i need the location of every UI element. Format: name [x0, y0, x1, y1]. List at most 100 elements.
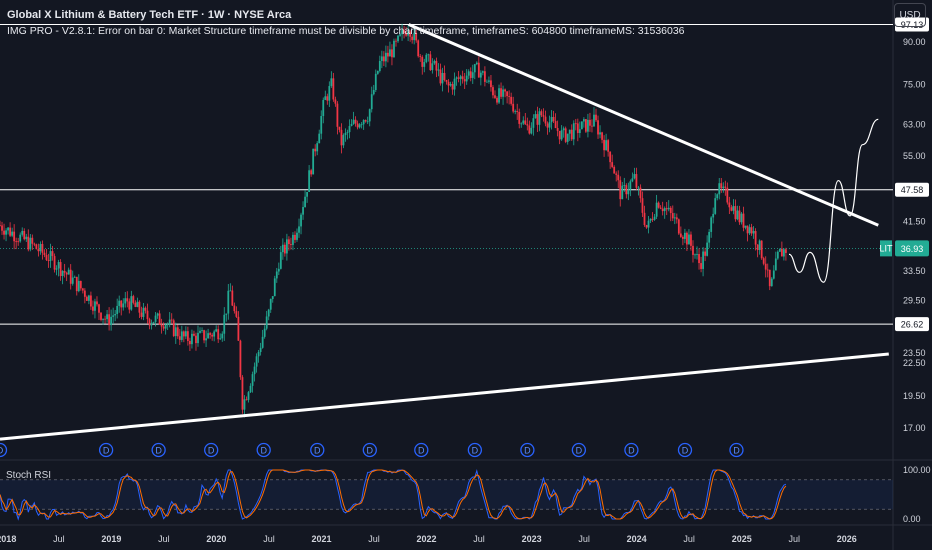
dividend-marker-label: D	[103, 446, 110, 456]
candle-body	[738, 210, 741, 223]
candle-body	[504, 89, 506, 92]
candle-body	[128, 301, 131, 310]
candle-body	[352, 119, 355, 124]
time-tick-label: Jul	[683, 534, 695, 544]
candle-body	[112, 315, 115, 317]
price-tick-label: 63.00	[903, 120, 926, 130]
candle-body	[229, 290, 232, 292]
time-tick-label: 2025	[732, 534, 752, 544]
candle-body	[601, 132, 603, 140]
candle-body	[506, 91, 509, 97]
candle-body	[384, 52, 387, 62]
candle-body	[530, 127, 533, 134]
candle-body	[83, 290, 86, 297]
candle-body	[605, 140, 608, 151]
candle-body	[259, 347, 262, 353]
candle-body	[453, 78, 456, 90]
candle-body	[217, 329, 220, 340]
candle-body	[197, 332, 199, 344]
candle-body	[273, 278, 276, 297]
candle-body	[77, 280, 80, 292]
candle-body	[449, 84, 452, 86]
candle-body	[223, 314, 226, 334]
stoch-d-line	[0, 469, 787, 520]
candle-body	[714, 198, 717, 214]
candle-body	[698, 254, 700, 264]
candle-body	[330, 78, 333, 87]
candle-body	[211, 334, 214, 337]
candle-body	[528, 125, 531, 134]
candle-body	[570, 129, 573, 140]
candle-body	[31, 237, 34, 244]
candle-body	[306, 191, 308, 197]
candle-body	[162, 326, 165, 329]
candle-body	[249, 385, 252, 393]
candle-body	[144, 307, 147, 311]
candle-body	[180, 331, 183, 340]
candle-body	[716, 194, 719, 199]
candle-body	[639, 187, 642, 199]
price-tick-label: 75.00	[903, 79, 926, 89]
candle-body	[546, 123, 549, 128]
candle-body	[785, 249, 787, 253]
candle-body	[189, 340, 191, 345]
candle-body	[326, 96, 329, 101]
candle-body	[47, 259, 50, 261]
candle-body	[615, 173, 618, 175]
candle-body	[631, 178, 634, 182]
trendline-resistance	[408, 23, 879, 227]
candle-body	[704, 251, 707, 256]
candle-body	[233, 305, 236, 312]
candle-body	[772, 270, 775, 279]
level-price-label: 26.62	[901, 320, 924, 330]
candle-body	[362, 120, 365, 125]
candle-body	[269, 299, 272, 310]
candle-body	[591, 125, 593, 127]
trendlines[interactable]	[0, 23, 889, 441]
candle-body	[172, 320, 175, 337]
candle-body	[207, 333, 209, 339]
candle-body	[0, 225, 1, 227]
candle-body	[429, 54, 432, 71]
candle-body	[659, 207, 662, 209]
candle-body	[550, 116, 553, 123]
last-price-symbol: LIT	[879, 243, 893, 253]
candle-body	[686, 232, 688, 245]
candle-body	[283, 244, 286, 254]
candle-body	[758, 240, 761, 251]
chart-title: Global X Lithium & Battery Tech ETF · 1W…	[7, 9, 292, 21]
candle-body	[69, 269, 72, 284]
dividend-markers[interactable]: DDDDDDDDDDDDDD	[0, 442, 744, 458]
candle-body	[425, 54, 428, 63]
candle-body	[334, 99, 337, 104]
dividend-marker-label: D	[367, 446, 374, 456]
candle-body	[271, 296, 274, 300]
candle-body	[380, 56, 383, 61]
candle-body	[421, 57, 424, 67]
candle-body	[138, 301, 141, 313]
candle-body	[431, 63, 434, 71]
candle-body	[132, 296, 135, 303]
price-tick-label: 17.00	[903, 423, 926, 433]
time-tick-label: 2022	[417, 534, 437, 544]
candle-body	[766, 269, 769, 271]
candle-body	[568, 129, 571, 134]
candle-body	[57, 262, 60, 269]
candle-body	[481, 71, 484, 73]
candle-body	[403, 30, 405, 33]
dividend-marker-label: D	[0, 446, 4, 456]
candle-body	[473, 64, 476, 73]
time-axis[interactable]: 2018 Jul 2019 Jul 2020 Jul 2021 Jul 2022 Jul 2023 J…	[0, 534, 857, 544]
price-axis[interactable]: 90.00 75.00 63.00 55.00 41.50 33.50 29.50 23.50…	[879, 37, 929, 433]
candle-body	[560, 130, 563, 140]
candle-body	[633, 174, 636, 179]
dividend-marker-label: D	[576, 446, 583, 456]
candle-body	[548, 122, 551, 128]
candle-body	[358, 124, 361, 128]
candle-body	[245, 399, 248, 401]
candle-body	[492, 87, 494, 96]
time-tick-label: 2020	[206, 534, 226, 544]
currency-button[interactable]: USD	[894, 3, 926, 27]
